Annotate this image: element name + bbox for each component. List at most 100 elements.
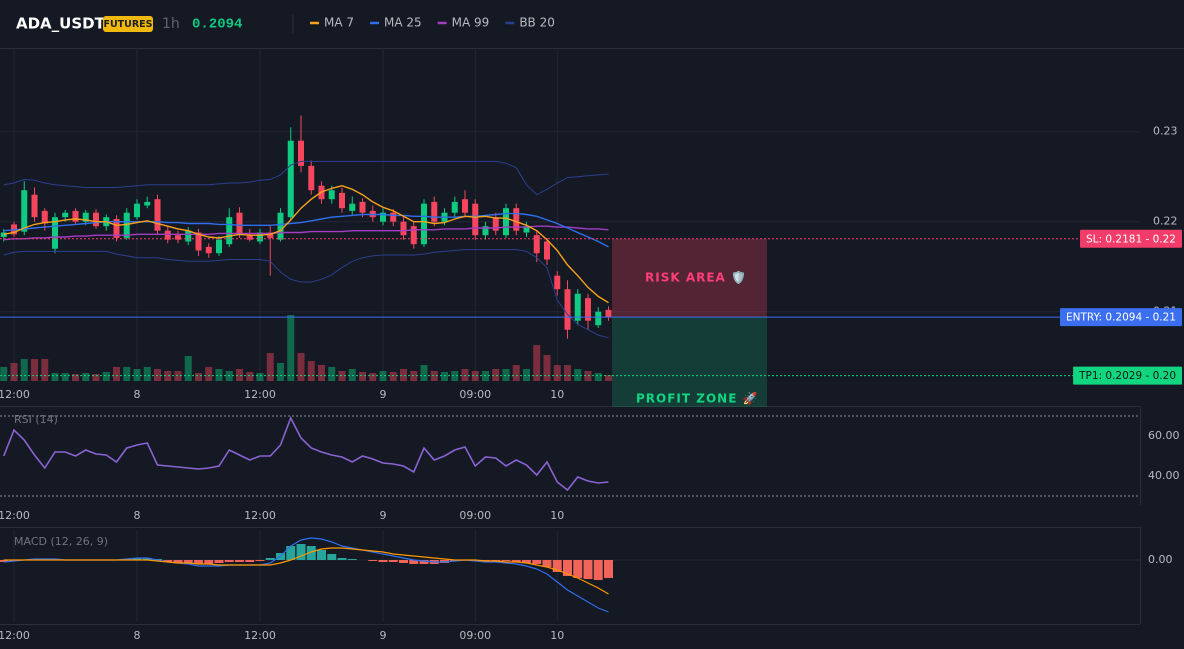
macd-histogram-bar (419, 560, 429, 564)
x-tick-label: 12:00 (0, 629, 30, 642)
ma-line (3, 225, 609, 241)
macd-histogram-bar (388, 560, 398, 562)
candle-body (113, 219, 120, 238)
candle-body (267, 232, 274, 238)
volume-bar (543, 355, 551, 381)
legend-label: MA 7 (324, 16, 354, 30)
macd-histogram-bar (347, 559, 357, 560)
candle-body (359, 201, 366, 213)
volume-bar (512, 365, 520, 381)
y-tick-label: 60.00 (1148, 429, 1180, 442)
macd-histogram-bar (327, 554, 337, 560)
candle-body (503, 208, 509, 236)
bb-lower (3, 249, 609, 339)
macd-histogram-bar (593, 560, 603, 580)
volume-bar (195, 373, 202, 381)
volume-bar (389, 372, 397, 381)
volume-bar (277, 363, 284, 381)
volume-bar (205, 367, 213, 381)
candle-body (554, 275, 561, 290)
candle-body (390, 212, 397, 222)
symbol: ADA_USDT (16, 15, 106, 33)
macd-histogram-bar (501, 560, 511, 561)
candle-body (410, 226, 417, 245)
volume-bar (102, 372, 110, 381)
candle-body (472, 203, 479, 236)
interval: 1h (162, 16, 180, 32)
legend-label: BB 20 (519, 16, 555, 30)
macd-histogram-bar (532, 560, 542, 564)
volume-bar (297, 353, 305, 381)
x-tick-label: 8 (134, 629, 141, 642)
macd-histogram-bar (255, 560, 265, 561)
candle-body (308, 165, 315, 191)
macd-histogram-bar (245, 560, 255, 562)
volume-bar (533, 345, 541, 381)
volume-bar (492, 369, 500, 381)
macd-histogram-bar (194, 560, 203, 564)
macd-histogram-bar (542, 560, 552, 567)
level-label-bg (1073, 366, 1182, 385)
macd-histogram-bar (337, 558, 347, 560)
volume-bar (441, 372, 448, 381)
volume-bar (430, 371, 438, 381)
candle-body (574, 293, 581, 321)
candle-body (400, 221, 407, 236)
level-label: ENTRY: 0.2094 - 0.21 (1066, 312, 1176, 324)
volume-bar (113, 367, 120, 381)
candle-body (380, 212, 386, 222)
candle-body (451, 201, 458, 213)
volume-bar (0, 367, 8, 381)
candle-body (513, 208, 520, 231)
volume-bar (123, 367, 131, 381)
volume-bar (61, 373, 69, 381)
candle-body (52, 217, 58, 249)
macd-histogram-bar (317, 550, 326, 560)
macd-histogram-bar (204, 560, 214, 564)
volume-bar (31, 359, 38, 381)
profit-zone (612, 317, 767, 407)
macd-histogram-bar (173, 560, 183, 563)
x-tick-label: 8 (134, 388, 141, 401)
candle-body (349, 203, 356, 211)
candle-body (82, 212, 89, 222)
candle-body (144, 201, 151, 206)
macd-histogram-bar (409, 560, 419, 564)
volume-bar (359, 372, 366, 381)
x-tick-label: 09:00 (459, 388, 491, 401)
level-label: TP1: 0.2029 - 0.20 (1078, 370, 1176, 382)
macd-histogram-bar (214, 560, 224, 563)
candle-body (605, 309, 612, 318)
volume-bar (348, 369, 356, 381)
volume-bar (502, 369, 510, 381)
ma-line (3, 184, 609, 304)
candle-body (236, 212, 243, 236)
macd-histogram-bar (399, 560, 408, 563)
pane-title: MACD (12, 26, 9) (14, 535, 108, 548)
volume-bar (564, 365, 571, 381)
candle-body (585, 298, 591, 321)
volume-bar (236, 369, 243, 381)
candle-body (544, 241, 550, 260)
last-price: 0.2094 (192, 17, 242, 33)
volume-bar (287, 315, 295, 381)
candle-body (523, 226, 530, 233)
macd-histogram-bar (163, 560, 173, 562)
x-tick-label: 10 (550, 509, 564, 522)
candle-body (287, 140, 294, 218)
candle-body (564, 289, 571, 330)
candle-body (226, 217, 233, 245)
badge-bg (103, 16, 153, 32)
x-tick-label: 9 (380, 629, 387, 642)
macd-histogram-bar (573, 560, 583, 578)
x-tick-label: 10 (550, 629, 564, 642)
volume-bar (379, 371, 387, 381)
candle-body (205, 246, 212, 254)
candle-body (328, 190, 335, 200)
candle-body (154, 199, 161, 231)
y-tick-label: 0.22 (1153, 215, 1178, 228)
x-tick-label: 12:00 (0, 388, 30, 401)
volume-bar (215, 369, 223, 381)
